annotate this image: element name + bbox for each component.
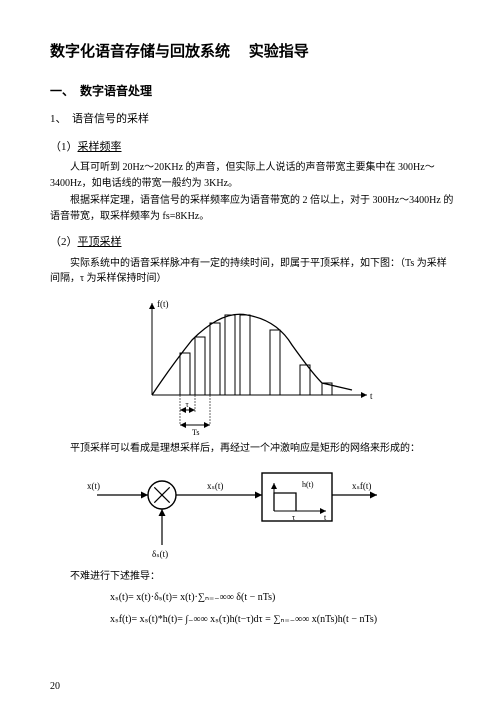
h3a-num: （1） <box>50 141 78 153</box>
h1-text: 数字语音处理 <box>80 84 152 98</box>
title-sub: 实验指导 <box>249 44 309 60</box>
h3b-text: 平顶采样 <box>78 236 122 248</box>
para-derive: 不难进行下述推导： <box>50 569 454 585</box>
h2-num: 1、 <box>50 113 67 125</box>
equation-1: xₛ(t)= x(t)·δₛ(t)= x(t)·∑ₙ₌₋∞∞ δ(t − nTs… <box>110 590 454 606</box>
figure-blockdiagram: x(t)δₛ(t)xₛ(t)h(t)τtxₛf(t) <box>82 465 422 565</box>
svg-text:f(t): f(t) <box>157 299 169 309</box>
h3a-text: 采样频率 <box>78 141 122 153</box>
svg-text:xₛf(t): xₛf(t) <box>352 481 371 491</box>
figure-waveform: f(t) t τ Ts <box>122 295 382 435</box>
svg-text:Ts: Ts <box>192 428 199 435</box>
section-1-1: 1、 语音信号的采样 <box>50 111 454 129</box>
svg-text:δₛ(t): δₛ(t) <box>152 549 168 559</box>
para-freq-2: 根据采样定理，语音信号的采样频率应为语音带宽的 2 倍以上，对于 300Hz～3… <box>50 193 454 224</box>
page-number: 20 <box>50 679 60 695</box>
para-flat-1: 实际系统中的语音采样脉冲有一定的持续时间，即属于平顶采样，如下图：（Ts 为采样… <box>50 256 454 287</box>
svg-text:x(t): x(t) <box>87 481 100 491</box>
section-1: 一、 数字语音处理 <box>50 82 454 101</box>
svg-text:xₛ(t): xₛ(t) <box>207 481 223 491</box>
para-freq-1: 人耳可听到 20Hz～20KHz 的声音，但实际上人说话的声音带宽主要集中在 3… <box>50 160 454 191</box>
title-main: 数字化语音存储与回放系统 <box>50 44 230 60</box>
page-title: 数字化语音存储与回放系统 实验指导 <box>50 40 454 64</box>
svg-text:h(t): h(t) <box>302 480 314 489</box>
h3b-num: （2） <box>50 236 78 248</box>
svg-text:τ: τ <box>186 400 190 409</box>
h2-text: 语音信号的采样 <box>72 113 149 125</box>
section-1-1-1: （1）采样频率 <box>50 139 454 157</box>
section-1-1-2: （2）平顶采样 <box>50 234 454 252</box>
caption-1: 平顶采样可以看成是理想采样后，再经过一个冲激响应是矩形的网络来形成的： <box>50 441 454 457</box>
h1-num: 一、 <box>50 84 74 98</box>
svg-text:t: t <box>370 391 373 401</box>
equation-2: xₛf(t)= xₛ(t)*h(t)= ∫₋∞∞ xₛ(τ)h(t−τ)dτ =… <box>110 612 454 628</box>
